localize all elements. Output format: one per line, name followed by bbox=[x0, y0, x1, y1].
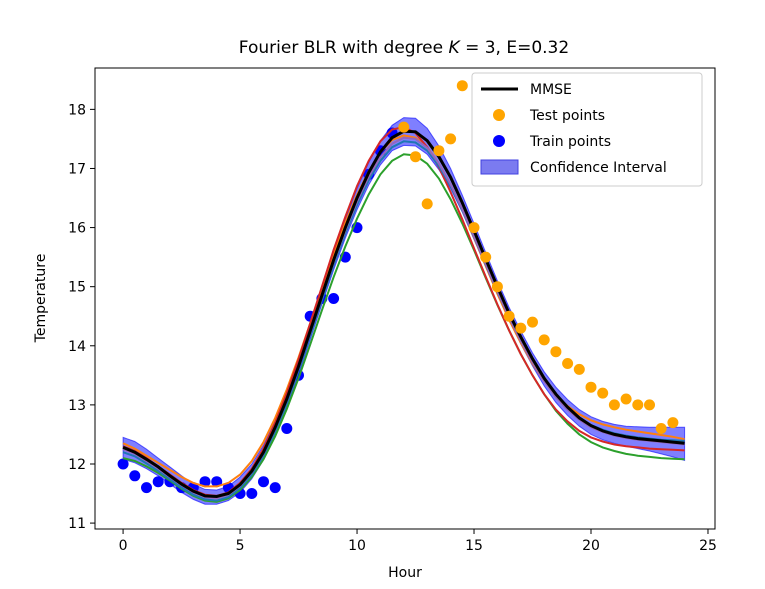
test-point bbox=[480, 251, 492, 263]
y-tick-label: 18 bbox=[68, 102, 86, 118]
test-point bbox=[644, 399, 655, 411]
legend-test-label: Test points bbox=[529, 108, 605, 124]
legend-box bbox=[471, 72, 703, 187]
test-point bbox=[585, 381, 597, 393]
y-tick-label: 14 bbox=[68, 339, 86, 355]
legend-ci-label: Confidence Interval bbox=[530, 160, 667, 176]
test-point bbox=[632, 399, 644, 411]
train-point bbox=[152, 476, 164, 488]
train-point bbox=[269, 482, 281, 494]
test-point bbox=[620, 393, 632, 405]
x-tick-label: 15 bbox=[465, 538, 483, 554]
test-point bbox=[491, 281, 503, 293]
train-point bbox=[141, 482, 152, 494]
test-point bbox=[527, 316, 538, 328]
y-tick-label: 16 bbox=[68, 221, 86, 237]
sample-curve-2 bbox=[122, 153, 685, 503]
y-tick-label: 13 bbox=[68, 398, 86, 414]
test-point bbox=[410, 151, 421, 163]
test-point bbox=[655, 423, 667, 434]
y-tick-label: 12 bbox=[68, 457, 86, 473]
sample-curve-1 bbox=[122, 134, 685, 488]
train-point bbox=[246, 488, 258, 499]
legend-mmse-label: MMSE bbox=[530, 82, 572, 98]
y-axis-ticks: 11 12 13 14 15 16 17 18 bbox=[68, 102, 95, 532]
test-point bbox=[515, 322, 527, 334]
axes-frame bbox=[94, 67, 716, 530]
sample-curve-5 bbox=[122, 136, 685, 500]
y-axis-label: Temperature bbox=[33, 254, 49, 344]
test-point bbox=[573, 363, 585, 375]
legend: MMSE Test points Train points Confidence… bbox=[471, 72, 703, 187]
x-tick-label: 25 bbox=[699, 538, 717, 554]
legend-train-swatch bbox=[493, 135, 505, 147]
test-point bbox=[433, 145, 445, 157]
train-point bbox=[211, 476, 223, 488]
train-point bbox=[258, 476, 269, 488]
train-point bbox=[281, 423, 293, 434]
test-point bbox=[597, 387, 609, 399]
test-point bbox=[398, 121, 410, 133]
chart-title: Fourier BLR with degree K = 3, E=0.32 bbox=[239, 38, 569, 58]
train-point bbox=[129, 470, 141, 482]
x-axis-ticks: 0 5 10 15 20 25 bbox=[119, 529, 717, 554]
test-point bbox=[456, 80, 468, 92]
test-point bbox=[445, 133, 457, 145]
test-point bbox=[503, 310, 515, 322]
legend-test-swatch bbox=[493, 109, 505, 121]
plot-area bbox=[117, 80, 686, 505]
y-tick-label: 17 bbox=[68, 161, 86, 177]
x-axis-label: Hour bbox=[388, 565, 422, 581]
train-point bbox=[328, 293, 340, 304]
test-point bbox=[608, 399, 620, 411]
x-tick-label: 10 bbox=[348, 538, 366, 554]
train-point bbox=[117, 458, 129, 470]
test-point bbox=[421, 198, 433, 210]
x-tick-label: 5 bbox=[236, 538, 245, 554]
x-tick-label: 0 bbox=[119, 538, 128, 554]
test-point bbox=[468, 222, 480, 234]
test-point bbox=[667, 417, 679, 429]
test-point bbox=[538, 334, 550, 346]
train-point bbox=[199, 476, 211, 488]
y-tick-label: 11 bbox=[68, 516, 86, 532]
legend-ci-swatch bbox=[480, 159, 519, 175]
test-point bbox=[550, 346, 562, 358]
y-tick-label: 15 bbox=[68, 280, 86, 296]
test-point bbox=[562, 358, 574, 369]
legend-train-label: Train points bbox=[529, 134, 611, 150]
x-tick-label: 20 bbox=[582, 538, 600, 554]
